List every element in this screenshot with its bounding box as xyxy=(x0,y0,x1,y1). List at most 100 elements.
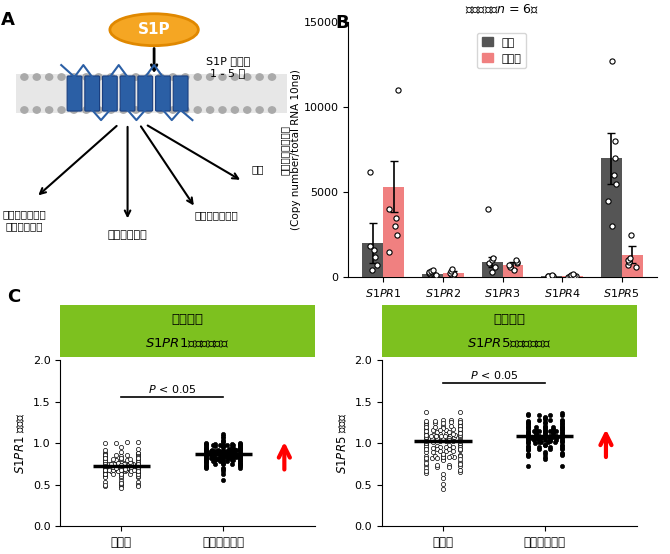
Ellipse shape xyxy=(110,14,198,45)
Point xyxy=(426,453,437,462)
Point xyxy=(99,470,110,479)
Text: オートファジー: オートファジー xyxy=(194,211,238,220)
Point xyxy=(99,473,110,481)
Point xyxy=(523,419,533,428)
Point xyxy=(434,447,445,455)
Point xyxy=(116,442,127,451)
Point xyxy=(551,426,561,435)
Point xyxy=(214,456,225,465)
Point xyxy=(201,449,212,458)
Point xyxy=(441,442,452,451)
Point xyxy=(429,422,440,431)
Point xyxy=(531,423,542,432)
Circle shape xyxy=(120,74,127,80)
Point xyxy=(234,446,245,455)
Point xyxy=(534,435,545,444)
Point xyxy=(445,431,456,440)
FancyBboxPatch shape xyxy=(174,76,188,111)
Point xyxy=(545,437,556,446)
Point xyxy=(113,459,123,468)
Point xyxy=(539,428,550,437)
Point xyxy=(454,446,465,455)
Point xyxy=(111,451,121,460)
Point xyxy=(206,448,216,456)
Point xyxy=(534,443,545,452)
Point xyxy=(448,446,458,455)
Point xyxy=(226,455,237,464)
Point xyxy=(133,481,143,490)
Circle shape xyxy=(256,74,263,80)
Point xyxy=(454,435,465,444)
Circle shape xyxy=(70,74,78,80)
Point xyxy=(111,464,121,473)
Circle shape xyxy=(170,107,176,113)
Point xyxy=(606,222,617,230)
Text: B: B xyxy=(335,14,348,32)
Point xyxy=(444,453,454,461)
Point xyxy=(99,478,110,486)
Point xyxy=(205,454,216,463)
Point xyxy=(539,440,550,449)
Point xyxy=(421,434,431,443)
Point xyxy=(556,430,567,439)
Circle shape xyxy=(219,74,226,80)
Point xyxy=(99,464,110,473)
Point xyxy=(116,470,127,479)
Point xyxy=(545,445,556,454)
Point xyxy=(556,423,567,432)
Point xyxy=(539,414,550,423)
Point xyxy=(133,438,143,447)
Point xyxy=(623,261,634,270)
Bar xyxy=(601,158,622,277)
Point xyxy=(111,456,121,465)
Point xyxy=(523,429,533,438)
Point xyxy=(99,468,110,476)
Point xyxy=(523,431,533,440)
Point xyxy=(425,266,436,275)
Point xyxy=(556,444,567,453)
Point xyxy=(523,439,533,448)
Point xyxy=(569,271,580,280)
Point xyxy=(206,450,216,459)
Point xyxy=(201,443,212,452)
Circle shape xyxy=(194,74,201,80)
Point xyxy=(421,454,431,463)
Point xyxy=(99,459,110,468)
Point xyxy=(120,465,131,474)
Bar xyxy=(562,276,583,277)
Point xyxy=(201,460,212,469)
Text: 脳梁中の: 脳梁中の xyxy=(493,313,525,326)
Point xyxy=(210,447,220,455)
Point xyxy=(534,411,545,420)
Point xyxy=(99,453,110,461)
Point xyxy=(447,264,458,273)
Point xyxy=(116,454,127,463)
Point xyxy=(545,427,556,435)
Point xyxy=(523,452,533,460)
Point xyxy=(201,455,212,464)
Point xyxy=(531,425,542,434)
Point xyxy=(509,266,519,275)
Point xyxy=(116,478,127,487)
Point xyxy=(438,484,448,493)
Point xyxy=(438,470,448,479)
Point xyxy=(523,433,533,442)
Point xyxy=(444,435,454,444)
Point xyxy=(523,450,533,459)
Point xyxy=(133,462,143,471)
Point xyxy=(427,430,438,439)
Point xyxy=(436,432,446,440)
Point xyxy=(133,468,143,476)
Point xyxy=(536,438,547,447)
Point xyxy=(116,483,127,492)
Point xyxy=(631,263,642,271)
Point xyxy=(438,455,448,464)
Point xyxy=(454,442,465,451)
Point xyxy=(212,454,223,463)
Point xyxy=(113,464,123,473)
Point xyxy=(214,453,224,462)
Point xyxy=(545,432,556,441)
Point xyxy=(230,453,241,461)
Point xyxy=(511,255,521,264)
Point xyxy=(123,459,134,468)
